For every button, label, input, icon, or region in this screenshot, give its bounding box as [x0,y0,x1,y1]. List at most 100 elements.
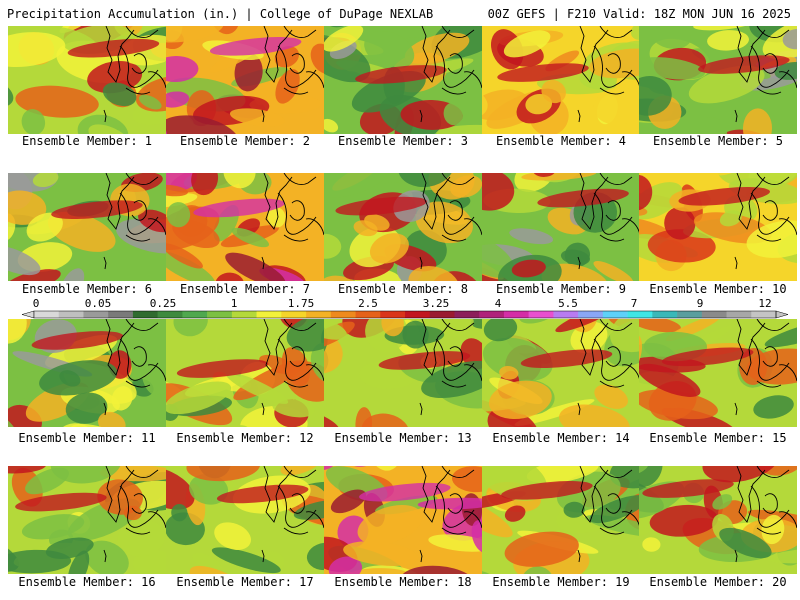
coastline [756,319,790,331]
precip-blob [225,252,286,281]
coastline [125,527,151,535]
precip-blob [742,108,772,134]
precip-blob [324,118,339,133]
precip-blob [8,32,66,68]
precip-blob [767,548,797,564]
precip-blob [445,319,474,337]
precip-blob [324,26,364,52]
precip-blob [97,479,143,515]
precip-blob [166,173,197,192]
precip-blob [166,381,232,415]
coastline [277,192,317,235]
river-line [577,109,581,123]
legend-swatch [627,311,653,318]
river-line [419,256,423,270]
legend-swatch [83,311,109,318]
precip-blob [275,69,300,104]
legend-tick-label: 0.25 [150,297,177,310]
legend-swatch [58,311,84,318]
precip-blob [452,466,482,493]
coastline [441,87,467,95]
precip-map [639,466,797,574]
coastline [579,26,609,83]
coastline [435,485,475,528]
coastline [463,364,482,382]
ensemble-member-label: Ensemble Member: 6 [21,282,153,296]
precip-blob [541,79,566,104]
precip-blob [355,407,373,427]
precip-blob [443,102,463,126]
precip-blob [59,26,99,34]
ensemble-member-label: Ensemble Member: 2 [179,134,311,148]
precip-blob [610,319,640,353]
precip-blob [415,201,473,244]
ensemble-member-label: Ensemble Member: 10 [649,282,787,296]
precip-blob [404,32,470,64]
coastline [263,173,293,230]
ensemble-panel [166,173,324,281]
header: Precipitation Accumulation (in.) | Colle… [0,0,800,24]
coastline [778,364,797,382]
precip-blob [357,504,423,545]
precip-blob [47,211,116,252]
precip-blob [555,319,622,333]
ensemble-panel [482,319,640,427]
precip-blob [166,467,195,510]
legend-swatch [256,311,282,318]
precip-blob [138,209,166,233]
precip-blob [639,466,663,487]
coastline [441,234,467,242]
ensemble-panel [8,173,166,281]
coastline [131,53,147,74]
legend-tick-label: 7 [631,297,638,310]
precip-blob [8,319,27,344]
coastline [778,511,797,529]
precip-blob [8,190,47,225]
precip-blob [166,56,199,83]
legend-tick-label: 1.75 [288,297,315,310]
precip-blob [166,251,215,281]
precip-blob [166,202,191,228]
precip-blob [639,319,681,333]
ensemble-panel [639,26,797,134]
legend-swatch [182,311,208,318]
coastline [447,493,463,514]
precip-blob [330,489,367,514]
precip-blob [762,26,797,60]
precip-blob [746,220,797,258]
legend-swatch [726,311,752,318]
coastline [263,466,293,523]
river-line [734,549,738,563]
legend-arrow-low [21,310,35,319]
ensemble-panel [8,26,166,134]
precip-blob [26,212,63,242]
legend-outline [33,310,777,319]
legend-swatch [479,311,505,318]
coastline [756,234,782,242]
coastline [283,380,309,388]
coastline [736,173,766,230]
precip-blob [229,108,285,127]
legend-swatch [231,311,257,318]
precip-blob [171,503,188,522]
precip-blob [280,466,322,476]
river-line [419,549,423,563]
coastline [599,87,625,95]
precip-blob [593,261,634,281]
precip-blob [115,218,166,254]
heavy-precip-band [698,55,790,74]
coastline [605,200,621,221]
legend-swatch [207,311,233,318]
river-line [103,402,107,416]
precip-blob [470,319,482,329]
precip-blob [609,466,640,489]
ensemble-member-label: Ensemble Member: 13 [334,431,472,445]
precip-map [482,173,640,281]
precip-map [166,319,324,427]
coastline [277,485,317,528]
precip-blob [664,206,696,240]
coastline [579,173,609,230]
legend-swatch [578,311,604,318]
coastline [441,26,475,38]
legend-swatch [281,311,307,318]
